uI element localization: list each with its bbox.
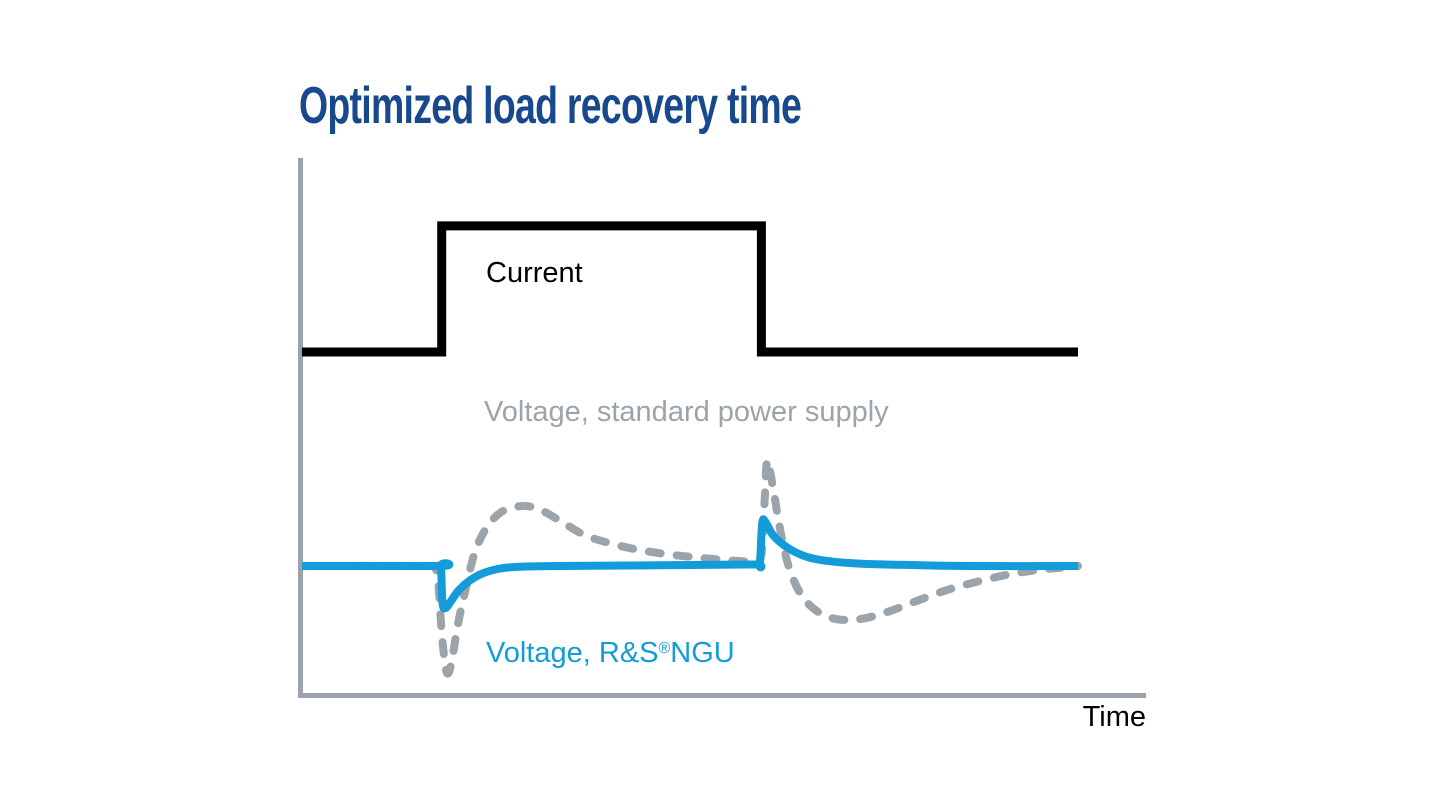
ngu-label-suffix: NGU	[670, 637, 735, 669]
current-series-label: Current	[486, 257, 583, 289]
voltage-standard-power-supply-curve	[298, 456, 1082, 678]
ngu-series-label: Voltage, R&S®NGU	[486, 637, 735, 670]
voltage-r-s-ngu-curve	[301, 515, 1079, 613]
x-axis-time-label: Time	[1082, 701, 1146, 733]
current-curve	[302, 221, 1078, 357]
page-title: Optimized load recovery time	[299, 77, 802, 135]
ngu-label-prefix: Voltage, R&S	[486, 637, 659, 669]
standard-supply-series-label: Voltage, standard power supply	[484, 396, 889, 428]
registered-trademark-mark: ®	[658, 640, 671, 658]
